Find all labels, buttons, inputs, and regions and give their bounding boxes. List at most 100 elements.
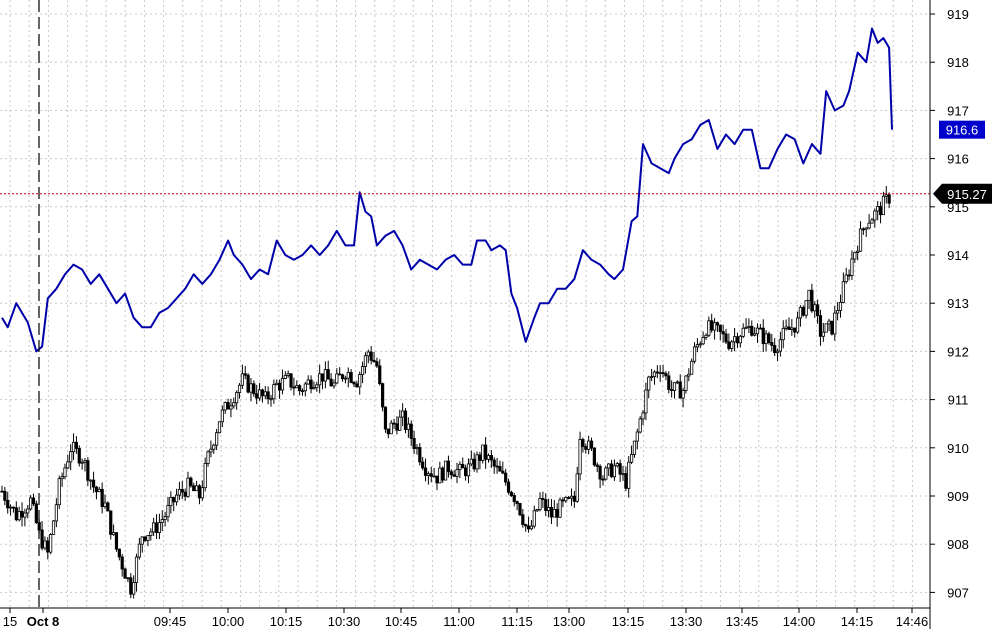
candle-body [838, 302, 843, 311]
candle-body [100, 488, 104, 508]
y-tick-label: 908 [947, 537, 969, 552]
candle-body [655, 371, 659, 374]
candle-body [29, 497, 33, 510]
candle-body [870, 219, 874, 224]
candle-body [383, 406, 388, 430]
x-tick-label: 10:15 [270, 614, 303, 629]
candle-body [318, 373, 322, 386]
candle-body [773, 345, 777, 354]
x-tick-label: 10:30 [328, 614, 361, 629]
candle-body [461, 463, 465, 469]
candle-body [286, 373, 290, 376]
candle-body [847, 274, 851, 277]
candle-body [801, 307, 805, 316]
chart-grid [0, 0, 930, 608]
candle-body [157, 522, 161, 533]
candle-body [320, 373, 325, 382]
candle-body [810, 289, 814, 312]
candle-body [140, 536, 144, 545]
candle-body [495, 465, 499, 468]
candle-body [544, 499, 548, 511]
chart-axes: 919 918 917 916 915 914 913 912 911 910 909 908 907 1… [0, 0, 969, 629]
candle-body [31, 497, 36, 505]
candle-body [369, 351, 373, 361]
candle-body [724, 333, 728, 343]
candle-body [172, 496, 176, 503]
candle-body [824, 323, 828, 333]
candle-body [518, 503, 522, 516]
candle-body [349, 372, 353, 383]
candle-body [335, 373, 339, 384]
x-tick-label: 15 [3, 614, 17, 629]
candle-body [149, 531, 153, 536]
candle-body [123, 568, 127, 579]
candle-body [340, 374, 345, 379]
candle-body [51, 520, 56, 535]
candle-body [604, 467, 608, 480]
candle-body [69, 451, 73, 463]
candle-body [598, 465, 602, 480]
candle-body [764, 333, 768, 345]
candle-body [761, 327, 765, 345]
candle-body [484, 444, 488, 460]
candle-body [300, 390, 305, 392]
x-tick-label: 13:30 [670, 614, 703, 629]
candle-body [710, 320, 714, 331]
candle-body [421, 461, 425, 469]
candle-body [770, 342, 774, 346]
candle-body [784, 326, 788, 329]
candle-body [735, 336, 740, 344]
candle-body [667, 375, 671, 390]
candle-body [240, 373, 244, 386]
candle-body [415, 447, 419, 449]
candle-body [486, 455, 491, 460]
candle-body [186, 477, 190, 497]
candle-body [704, 334, 708, 338]
candle-body [698, 343, 702, 346]
candle-body [795, 317, 800, 333]
candle-body [363, 355, 368, 367]
candle-body [687, 373, 691, 377]
candle-body [707, 320, 711, 336]
candle-body [220, 409, 224, 423]
candle-body [555, 508, 559, 518]
candle-body [730, 341, 734, 349]
candle-body [283, 374, 287, 379]
candle-body [661, 372, 665, 375]
candle-body [601, 478, 605, 481]
candle-body [292, 386, 296, 389]
candle-body [49, 533, 53, 553]
candle-body [701, 337, 705, 345]
candle-body [106, 502, 110, 512]
candle-body [509, 491, 513, 496]
y-tick-label: 913 [947, 296, 969, 311]
candle-body [458, 463, 462, 471]
candle-body [858, 228, 863, 252]
line-series-path [1, 27, 893, 353]
candle-body [177, 488, 182, 496]
candle-body [741, 327, 745, 337]
candle-body [498, 466, 502, 472]
candle-body [644, 389, 648, 414]
candle-body [137, 543, 141, 558]
candle-body [249, 383, 253, 393]
candle-body [429, 473, 433, 477]
candle-body [152, 522, 156, 533]
candle-body [395, 423, 399, 431]
candle-body [252, 383, 256, 395]
candle-body [200, 487, 204, 499]
candle-body [541, 498, 545, 500]
candle-body [827, 320, 831, 325]
candle-body [80, 461, 84, 464]
candle-body [629, 454, 634, 463]
candle-body [558, 499, 562, 518]
candle-body [675, 381, 679, 384]
candle-body [647, 376, 651, 391]
candle-body [226, 402, 230, 410]
candle-body [132, 582, 136, 595]
candle-body [878, 205, 883, 216]
candle-body [366, 351, 370, 357]
candle-body [103, 502, 107, 508]
candle-body [441, 467, 445, 481]
candle-body [615, 463, 619, 467]
